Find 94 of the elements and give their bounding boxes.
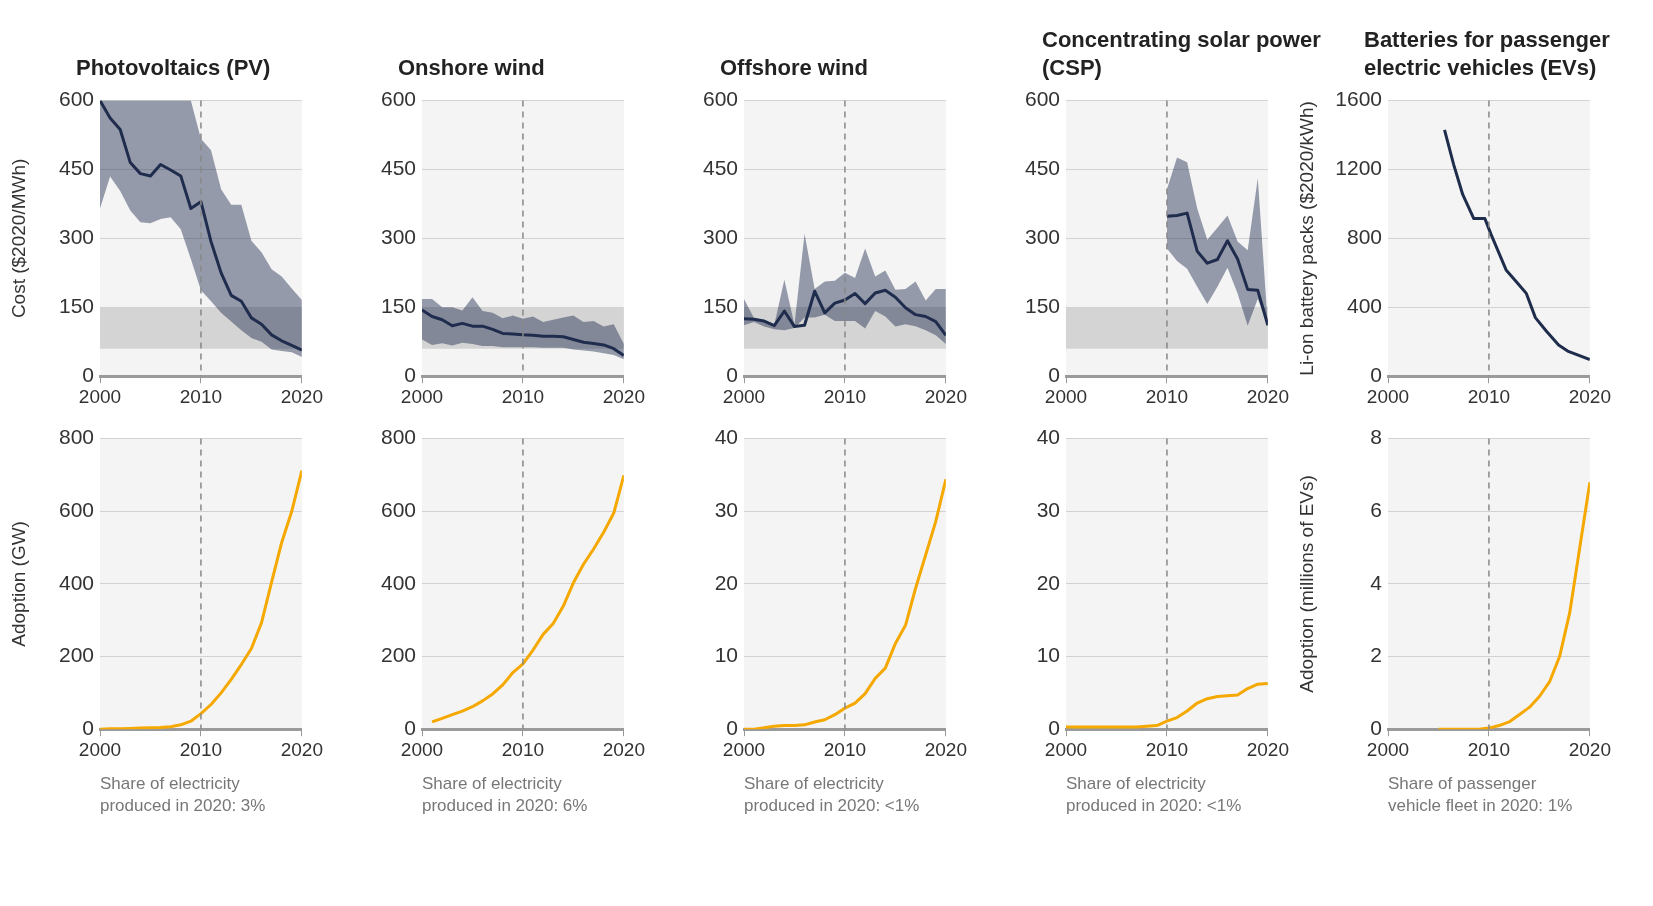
y-tick-label: 800 <box>380 425 416 449</box>
y-tick-label: 600 <box>380 498 416 522</box>
y-tick-label: 450 <box>58 156 94 180</box>
y-tick-label: 0 <box>404 363 416 386</box>
y-tick-label: 300 <box>380 225 416 249</box>
y-tick-label: 30 <box>1036 498 1060 522</box>
y-tick-label: 0 <box>82 716 94 739</box>
y-tick-label: 800 <box>58 425 94 449</box>
x-tick-label: 2010 <box>179 738 223 760</box>
x-tick-label: 2000 <box>1366 385 1410 407</box>
text: Share of electricity produced in 2020: 3% <box>100 773 267 817</box>
y-tick-label: 0 <box>726 363 738 386</box>
x-tick-label: 2010 <box>1145 738 1189 760</box>
y-tick-label: 800 <box>1346 225 1382 249</box>
y-tick-label: 6 <box>1370 498 1382 522</box>
y-axis-title: Cost ($2020/MWh) <box>7 158 29 319</box>
x-tick-label: 2000 <box>400 738 444 760</box>
y-tick-label: 450 <box>1024 156 1060 180</box>
text: Share of passenger vehicle fleet in 2020: 1% <box>1388 773 1574 817</box>
x-tick-label: 2020 <box>924 738 968 760</box>
x-tick-label: 2000 <box>722 738 766 760</box>
y-tick-label: 200 <box>380 643 416 667</box>
y-tick-label: 400 <box>380 570 416 594</box>
x-tick-label: 2020 <box>280 738 324 760</box>
y-tick-label: 0 <box>404 716 416 739</box>
y-tick-label: 400 <box>1346 294 1382 318</box>
y-tick-label: 0 <box>1370 716 1382 739</box>
text: Share of electricity produced in 2020: <1% <box>744 773 921 817</box>
x-tick-label: 2010 <box>1145 385 1189 407</box>
y-tick-label: 40 <box>714 425 738 449</box>
y-tick-label: 300 <box>1024 225 1060 249</box>
x-tick-label: 2000 <box>1044 385 1088 407</box>
x-tick-label: 2020 <box>1568 738 1612 760</box>
y-tick-label: 40 <box>1036 425 1060 449</box>
x-tick-label: 2000 <box>722 385 766 407</box>
y-axis-title: Li-on battery packs ($2020/kWh) <box>1295 101 1317 376</box>
x-tick-label: 2020 <box>924 385 968 407</box>
y-tick-label: 450 <box>702 156 738 180</box>
text: Share of electricity produced in 2020: <1% <box>1066 773 1243 817</box>
chart-title: Photovoltaics (PV) <box>76 54 272 82</box>
x-tick-label: 2000 <box>1044 738 1088 760</box>
x-tick-label: 2020 <box>280 385 324 407</box>
text: Share of electricity produced in 2020: 6% <box>422 773 589 817</box>
y-tick-label: 10 <box>714 643 738 667</box>
y-tick-label: 8 <box>1370 425 1382 449</box>
y-tick-label: 400 <box>58 570 94 594</box>
x-tick-label: 2000 <box>78 738 122 760</box>
y-tick-label: 20 <box>714 570 738 594</box>
y-axis-title: Adoption (GW) <box>7 521 29 647</box>
y-tick-label: 150 <box>1024 294 1060 318</box>
x-tick-label: 2010 <box>823 738 867 760</box>
y-tick-label: 2 <box>1370 643 1382 667</box>
y-tick-label: 600 <box>1024 87 1060 111</box>
x-tick-label: 2010 <box>1467 738 1511 760</box>
y-tick-label: 4 <box>1370 570 1383 594</box>
y-tick-label: 1600 <box>1335 87 1382 111</box>
y-tick-label: 600 <box>702 87 738 111</box>
x-tick-label: 2010 <box>179 385 223 407</box>
y-tick-label: 0 <box>1048 716 1060 739</box>
y-tick-label: 10 <box>1036 643 1060 667</box>
y-tick-label: 0 <box>82 363 94 386</box>
x-tick-label: 2000 <box>400 385 444 407</box>
y-tick-label: 0 <box>726 716 738 739</box>
y-tick-label: 1200 <box>1335 156 1382 180</box>
y-tick-label: 200 <box>58 643 94 667</box>
y-tick-label: 150 <box>702 294 738 318</box>
y-tick-label: 0 <box>1048 363 1060 386</box>
y-tick-label: 600 <box>58 498 94 522</box>
y-tick-label: 600 <box>380 87 416 111</box>
y-tick-label: 150 <box>380 294 416 318</box>
x-tick-label: 2020 <box>602 385 646 407</box>
x-tick-label: 2010 <box>823 385 867 407</box>
chart-title: Onshore wind <box>398 54 546 82</box>
x-tick-label: 2000 <box>1366 738 1410 760</box>
x-tick-label: 2020 <box>1246 738 1290 760</box>
x-tick-label: 2010 <box>501 738 545 760</box>
chart-title: Concentrating solar power (CSP) <box>1042 26 1322 82</box>
y-tick-label: 450 <box>380 156 416 180</box>
y-tick-label: 20 <box>1036 570 1060 594</box>
x-tick-label: 2010 <box>501 385 545 407</box>
x-tick-label: 2020 <box>1246 385 1290 407</box>
x-tick-label: 2000 <box>78 385 122 407</box>
y-tick-label: 300 <box>702 225 738 249</box>
y-tick-label: 150 <box>58 294 94 318</box>
x-tick-label: 2020 <box>1568 385 1612 407</box>
y-tick-label: 300 <box>58 225 94 249</box>
x-tick-label: 2010 <box>1467 385 1511 407</box>
chart-title: Batteries for passenger electric vehicles (EVs) <box>1364 26 1611 82</box>
y-tick-label: 600 <box>58 87 94 111</box>
y-tick-label: 0 <box>1370 363 1382 386</box>
x-tick-label: 2020 <box>602 738 646 760</box>
y-tick-label: 30 <box>714 498 738 522</box>
chart-title: Offshore wind <box>720 54 869 82</box>
y-axis-title: Adoption (millions of EVs) <box>1295 475 1317 693</box>
